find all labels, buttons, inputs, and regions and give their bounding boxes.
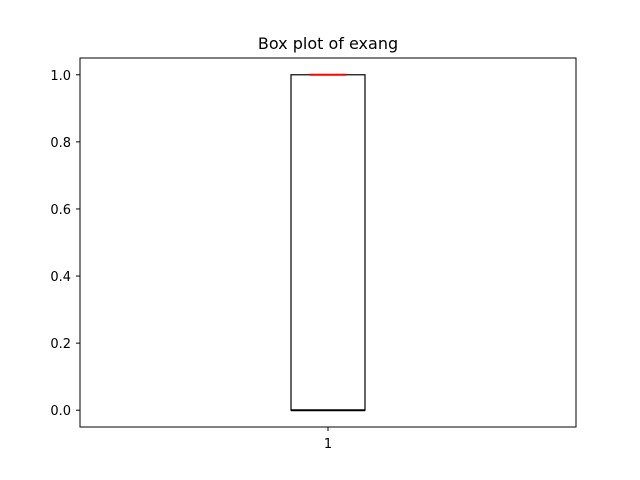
x-axis: 1 (324, 427, 332, 452)
chart-title: Box plot of exang (258, 34, 398, 53)
y-tick-label: 0.4 (50, 270, 71, 285)
y-tick-label: 0.8 (50, 136, 71, 151)
y-tick-label: 0.0 (50, 404, 71, 419)
y-tick-label: 1.0 (50, 69, 71, 84)
y-tick-label: 0.2 (50, 337, 71, 352)
boxes-group (290, 73, 366, 412)
plot-area-frame (79, 57, 577, 428)
y-tick-label: 0.6 (50, 203, 71, 218)
x-tick-label: 1 (324, 437, 332, 452)
box-iqr (290, 74, 366, 411)
y-axis: 0.0 0.2 0.4 0.6 0.8 1.0 (50, 69, 80, 419)
